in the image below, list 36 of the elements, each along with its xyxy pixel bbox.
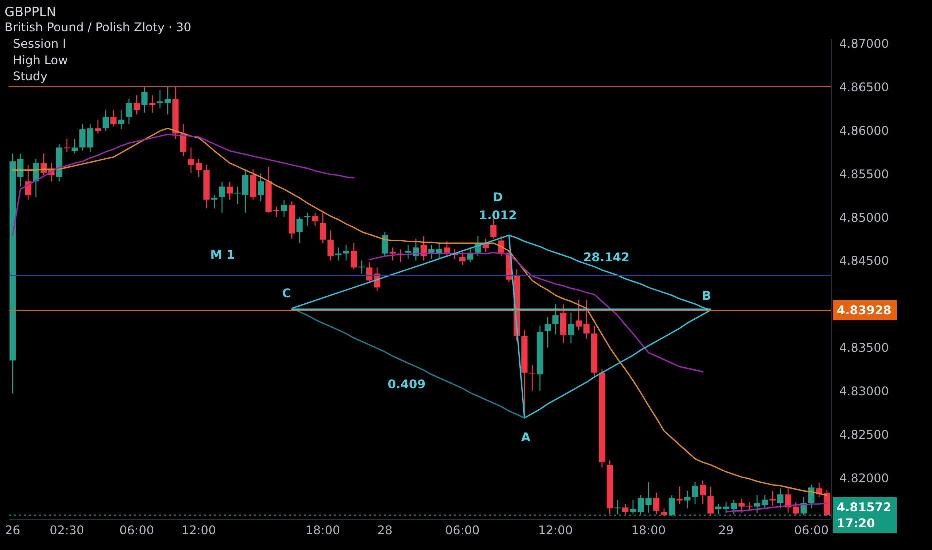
annotation: A <box>521 430 532 444</box>
x-tick-label: 06:00 <box>794 524 829 538</box>
y-tick-label: 4.83500 <box>840 341 890 356</box>
annotation: 28.142 <box>583 250 630 264</box>
y-tick-label: 4.82500 <box>840 428 890 442</box>
x-tick-label: 12:00 <box>538 524 574 538</box>
annotation: C <box>282 286 292 300</box>
y-tick-label: 4.86500 <box>840 80 890 94</box>
y-tick-label: 4.86000 <box>840 124 890 138</box>
y-tick-label: 4.84500 <box>840 254 890 268</box>
x-tick-label: 28 <box>377 524 393 538</box>
annotation: 1.012 <box>479 208 518 223</box>
x-tick-label: 12:00 <box>182 524 216 538</box>
y-tick-label: 4.82000 <box>840 472 890 486</box>
chart-title: GBPPLN <box>4 5 56 20</box>
x-tick-label: 26 <box>5 524 21 538</box>
y-tick-label: 4.87000 <box>840 36 890 51</box>
annotation: B <box>702 288 712 303</box>
x-tick-label: 06:00 <box>445 524 480 538</box>
ref-line-label: 4.83928 <box>837 303 892 318</box>
annotation: 0.409 <box>388 378 426 392</box>
x-tick-label: 02:30 <box>50 524 84 538</box>
chart-subtitle: British Pound / Polish Zloty · 30 <box>4 20 192 34</box>
annotation: Session I <box>13 37 66 51</box>
annotation: High Low <box>13 53 68 68</box>
x-tick-label: 06:00 <box>120 524 154 538</box>
annotation: Study <box>13 70 48 84</box>
x-tick-label: 29 <box>718 524 734 538</box>
ref-line-label: 4.81572 17:20 <box>837 500 892 530</box>
annotation: M 1 <box>210 248 235 262</box>
x-tick-label: 18:00 <box>306 524 340 538</box>
y-tick-label: 4.83000 <box>840 384 890 399</box>
annotation: D <box>493 190 504 204</box>
y-tick-label: 4.85500 <box>840 167 890 182</box>
y-tick-label: 4.85000 <box>840 210 890 225</box>
x-tick-label: 18:00 <box>631 524 666 538</box>
